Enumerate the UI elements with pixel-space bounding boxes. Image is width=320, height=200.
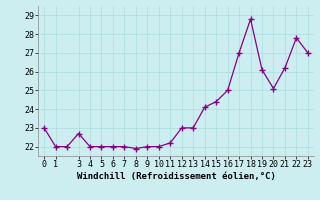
X-axis label: Windchill (Refroidissement éolien,°C): Windchill (Refroidissement éolien,°C) xyxy=(76,172,276,181)
